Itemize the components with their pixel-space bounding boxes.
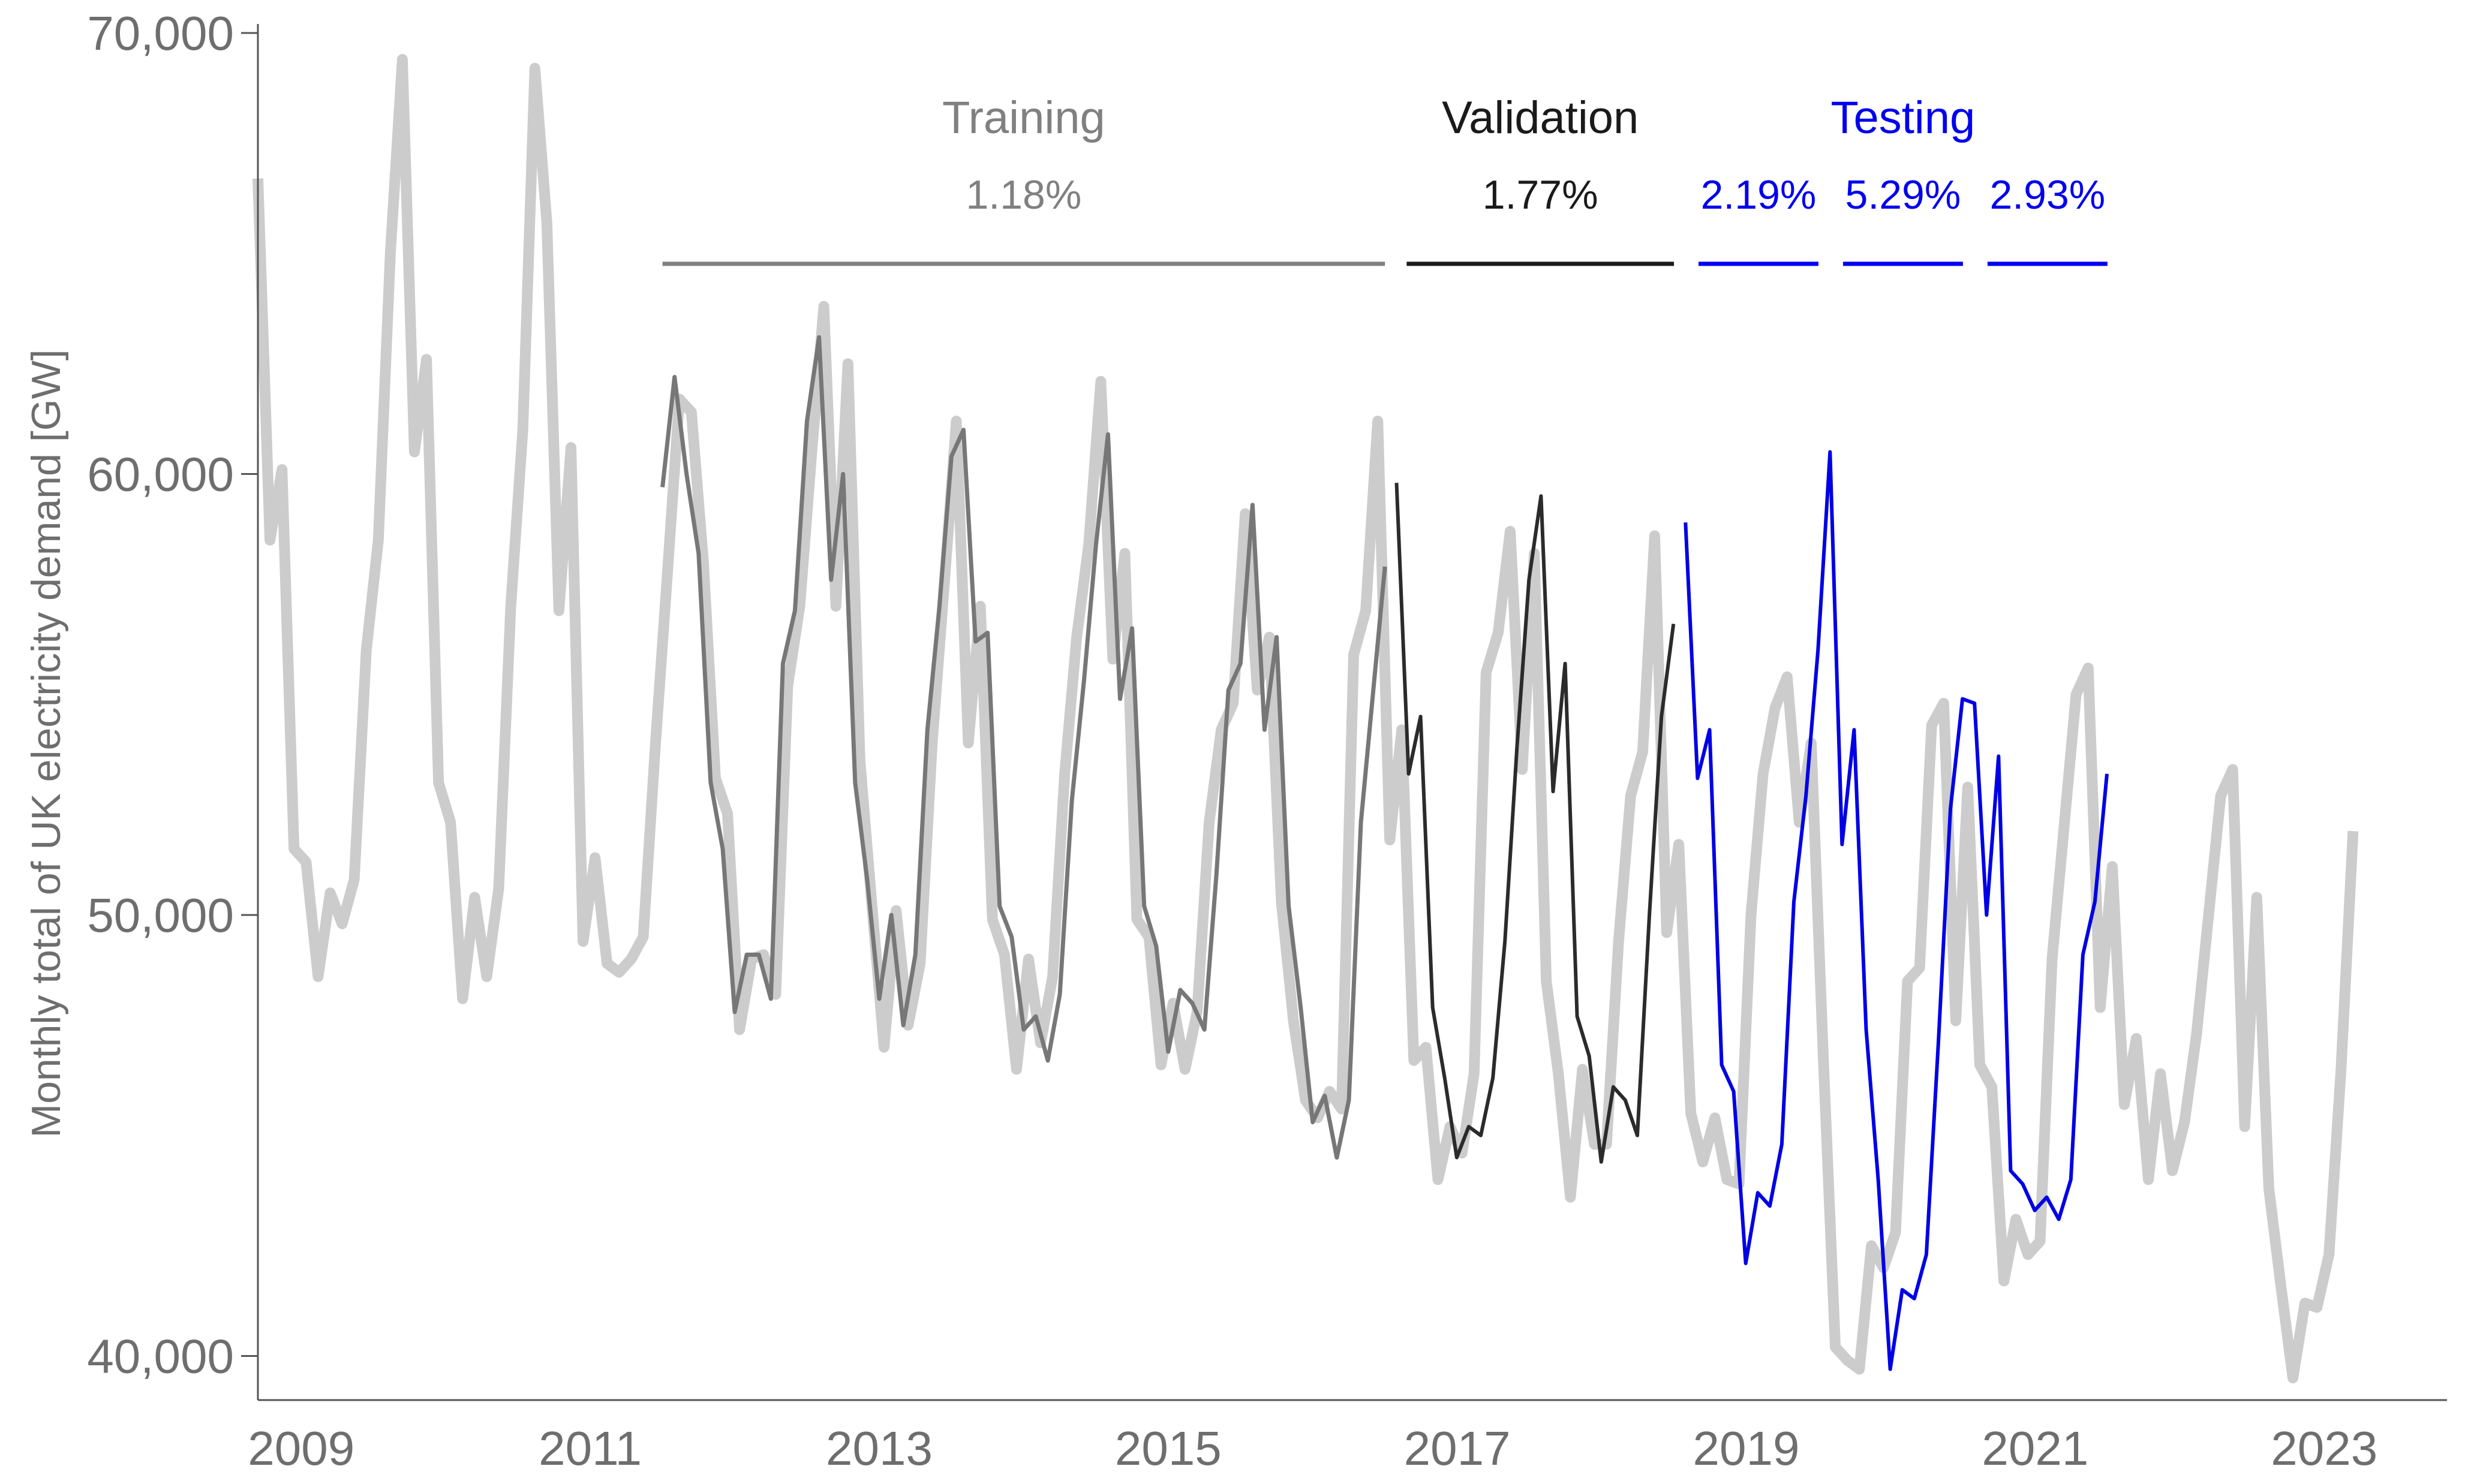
y-tick-label: 70,000 bbox=[87, 7, 234, 60]
segment-error-label: 2.93% bbox=[1989, 172, 2105, 218]
annotation-layer: 1.18% Training 1.77% Validation 2.19% Testing… bbox=[662, 92, 2108, 266]
series-layer bbox=[252, 54, 2359, 1384]
x-tick-label: 2015 bbox=[1115, 1422, 1222, 1475]
y-tick-label: 60,000 bbox=[87, 447, 234, 501]
segment-error-label: 1.77% bbox=[1483, 172, 1598, 218]
segment-title: Testing bbox=[1831, 92, 1976, 143]
y-tick-label: 50,000 bbox=[87, 889, 234, 942]
x-tick-label: 2013 bbox=[826, 1422, 933, 1475]
series-line-actual bbox=[252, 54, 2359, 1384]
x-tick-label: 2011 bbox=[539, 1422, 642, 1475]
x-tick-label: 2017 bbox=[1404, 1422, 1511, 1475]
segment-title: Training bbox=[942, 92, 1105, 143]
segment-error-label: 2.19% bbox=[1701, 172, 1817, 218]
segment-error-label: 5.29% bbox=[1845, 172, 1961, 218]
x-tick-label: 2009 bbox=[248, 1422, 354, 1475]
segment-title: Validation bbox=[1442, 92, 1639, 143]
x-tick-label: 2021 bbox=[1982, 1422, 2088, 1475]
x-tick-label: 2019 bbox=[1693, 1422, 1800, 1475]
x-tick-label: 2023 bbox=[2271, 1422, 2377, 1475]
series-line-testing bbox=[1684, 450, 2109, 1371]
y-axis-label: Monthly total of UK electricity demand [… bbox=[23, 349, 69, 1137]
y-tick-label: 40,000 bbox=[87, 1329, 234, 1383]
axes-layer: 40,000 50,000 60,000 70,000 2009 2011 2013 2015… bbox=[87, 7, 2447, 1475]
segment-error-label: 1.18% bbox=[966, 172, 1081, 218]
series-line-training bbox=[660, 335, 1387, 1160]
series-line-validation bbox=[1394, 483, 1676, 1164]
